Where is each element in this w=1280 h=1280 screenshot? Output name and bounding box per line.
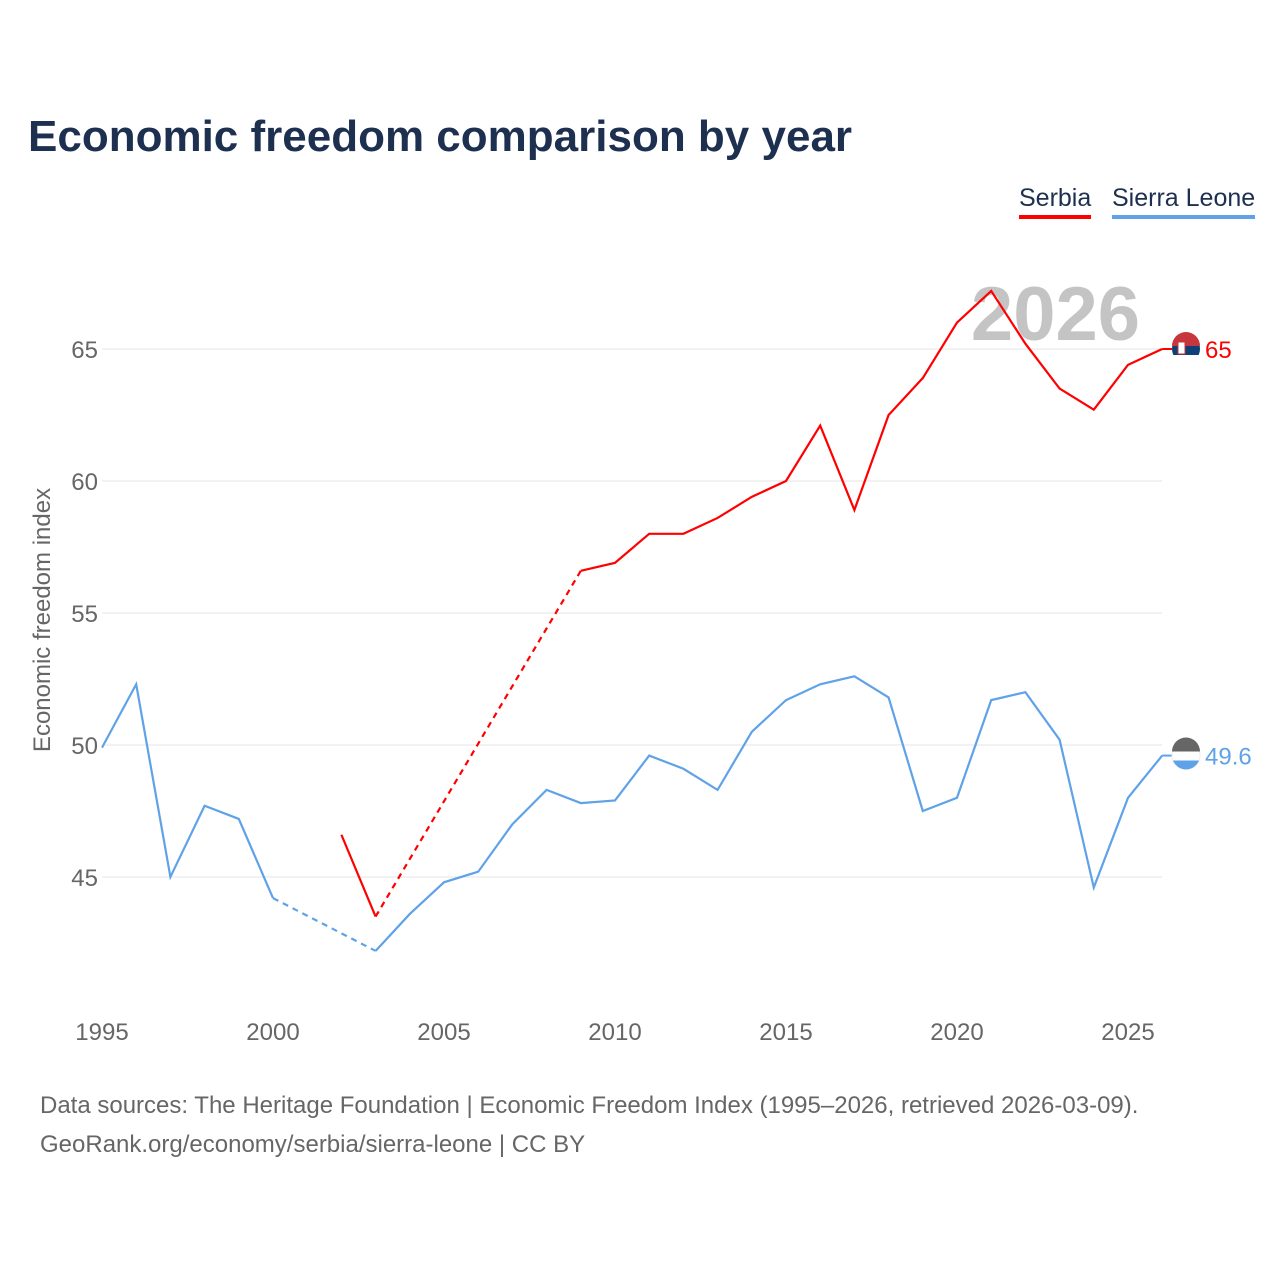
legend-serbia[interactable]: Serbia: [1019, 184, 1092, 219]
source-link[interactable]: GeoRank.org/economy/serbia/sierra-leone …: [40, 1131, 586, 1158]
flag-stripe: [1173, 355, 1199, 364]
watermark-year: 2026: [971, 272, 1140, 357]
series-serbia: 65: [340, 289, 1232, 918]
series-line: [374, 675, 1164, 952]
footer: Data sources: The Heritage Foundation | …: [40, 1086, 1138, 1164]
end-value-label: 49.6: [1205, 744, 1252, 771]
x-tick-label: 2000: [246, 1019, 299, 1046]
x-tick-label: 1995: [75, 1019, 128, 1046]
x-tick-label: 2020: [930, 1019, 983, 1046]
flag-stripe: [1172, 737, 1200, 752]
x-tick-label: 2010: [588, 1019, 641, 1046]
y-tick-label: 55: [71, 601, 98, 628]
series-line: [340, 834, 377, 918]
y-tick-label: 50: [71, 733, 98, 760]
flag-stripe: [1173, 760, 1199, 770]
series-line: [101, 680, 275, 899]
series-sierra-leone: 49.6: [101, 675, 1252, 952]
flag-stripe: [1172, 332, 1200, 346]
flag-emblem: [1177, 341, 1186, 355]
x-tick-label: 2015: [759, 1019, 812, 1046]
series-gap-line: [272, 897, 377, 952]
x-tick-label: 2005: [417, 1019, 470, 1046]
source-note: Data sources: The Heritage Foundation | …: [40, 1092, 1139, 1119]
y-tick-label: 60: [71, 469, 98, 496]
y-tick-label: 65: [71, 337, 98, 364]
chart-title: Economic freedom comparison by year: [28, 112, 853, 161]
legend-sierra-leone[interactable]: Sierra Leone: [1112, 184, 1256, 219]
y-tick-label: 45: [71, 865, 98, 892]
series-line: [580, 289, 1163, 572]
end-value-label: 65: [1205, 337, 1232, 364]
y-axis-label: Economic freedom index: [29, 488, 56, 752]
x-tick-label: 2025: [1101, 1019, 1154, 1046]
series-gap-line: [374, 570, 582, 918]
